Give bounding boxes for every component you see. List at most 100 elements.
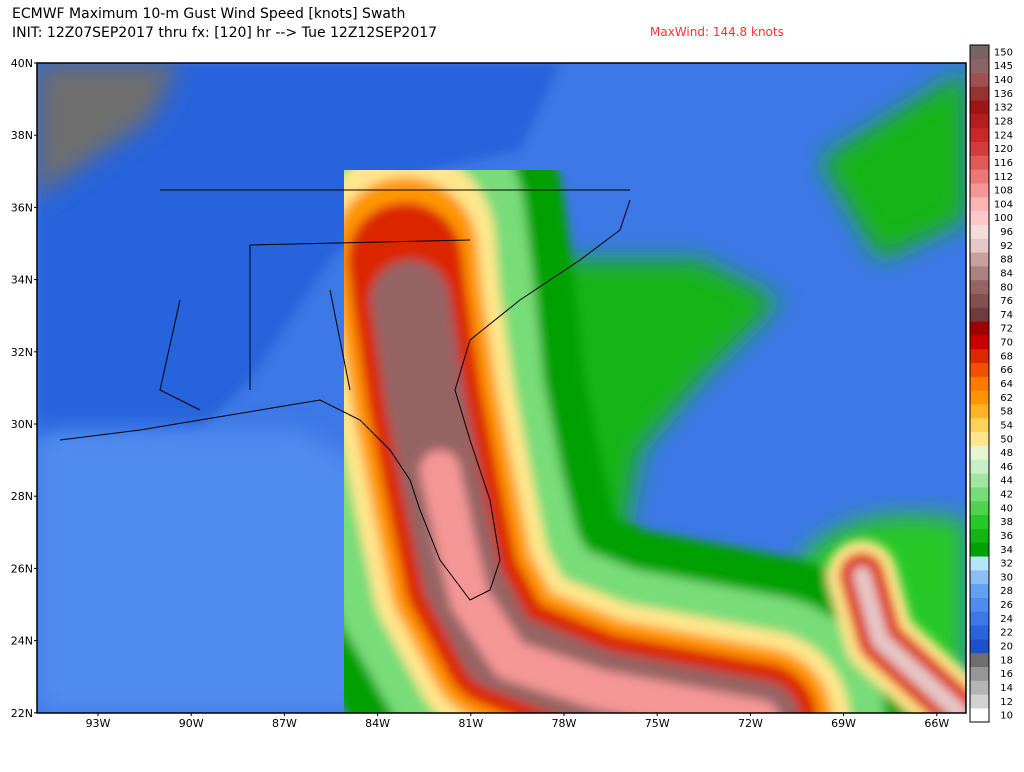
colorbar-swatch bbox=[970, 583, 989, 598]
colorbar-swatch bbox=[970, 86, 989, 101]
colorbar-swatch bbox=[970, 611, 989, 626]
colorbar-swatch bbox=[970, 155, 989, 170]
colorbar-label: 38 bbox=[1000, 517, 1013, 528]
colorbar-label: 44 bbox=[1000, 476, 1013, 487]
colorbar-label: 104 bbox=[994, 199, 1013, 210]
lon-label: 90W bbox=[179, 717, 204, 730]
colorbar-swatch bbox=[970, 58, 989, 73]
lon-label: 87W bbox=[272, 717, 297, 730]
colorbar-swatch bbox=[970, 514, 989, 529]
colorbar-label: 88 bbox=[1000, 255, 1013, 266]
colorbar-label: 46 bbox=[1000, 462, 1013, 473]
colorbar-swatch bbox=[970, 528, 989, 543]
colorbar: 10 12 14 16 18 20 22 24 26 28 30 32 34 36 38 40 42 44 46 48… bbox=[969, 44, 1013, 723]
colorbar-label: 42 bbox=[1000, 490, 1013, 501]
colorbar-swatch bbox=[970, 141, 989, 156]
lat-label: 36N bbox=[11, 201, 33, 214]
colorbar-swatch bbox=[970, 390, 989, 405]
lat-label: 24N bbox=[11, 635, 33, 648]
colorbar-label: 34 bbox=[1000, 545, 1013, 556]
colorbar-label: 74 bbox=[1000, 310, 1013, 321]
colorbar-label: 68 bbox=[1000, 351, 1013, 362]
lon-label: 93W bbox=[86, 717, 111, 730]
colorbar-swatch bbox=[970, 404, 989, 419]
colorbar-swatch bbox=[970, 224, 989, 239]
lat-axis: 40N 38N 36N 34N 32N 30N 28N 26N 24N 22N bbox=[11, 57, 37, 720]
colorbar-swatch bbox=[970, 652, 989, 668]
colorbar-label: 62 bbox=[1000, 393, 1013, 404]
colorbar-label: 96 bbox=[1000, 227, 1013, 238]
colorbar-label: 136 bbox=[994, 89, 1013, 100]
lat-label: 26N bbox=[11, 562, 33, 575]
lon-label: 75W bbox=[645, 717, 670, 730]
colorbar-label: 120 bbox=[994, 144, 1013, 155]
colorbar-swatch bbox=[970, 72, 989, 87]
colorbar-swatch bbox=[970, 625, 989, 640]
colorbar-swatch bbox=[970, 542, 989, 557]
colorbar-swatch bbox=[970, 597, 989, 612]
colorbar-swatch bbox=[970, 114, 989, 129]
colorbar-swatch bbox=[970, 376, 989, 391]
colorbar-label: 24 bbox=[1000, 614, 1013, 625]
lat-label: 22N bbox=[11, 707, 33, 720]
colorbar-label: 84 bbox=[1000, 268, 1013, 279]
colorbar-label: 16 bbox=[1000, 669, 1013, 680]
colorbar-swatch bbox=[970, 127, 989, 143]
colorbar-label: 22 bbox=[1000, 628, 1013, 639]
colorbar-label: 40 bbox=[1000, 503, 1013, 514]
colorbar-label: 58 bbox=[1000, 407, 1013, 418]
colorbar-swatch bbox=[970, 570, 989, 585]
colorbar-label: 112 bbox=[994, 172, 1013, 183]
colorbar-label: 76 bbox=[1000, 296, 1013, 307]
colorbar-label: 140 bbox=[994, 75, 1013, 86]
colorbar-label: 100 bbox=[994, 213, 1013, 224]
colorbar-label: 36 bbox=[1000, 531, 1013, 542]
colorbar-label: 72 bbox=[1000, 324, 1013, 335]
colorbar-swatch bbox=[970, 169, 989, 184]
colorbar-label: 28 bbox=[1000, 586, 1013, 597]
max-wind: MaxWind: 144.8 knots bbox=[650, 25, 784, 39]
colorbar-label: 26 bbox=[1000, 600, 1013, 611]
colorbar-swatch bbox=[970, 473, 989, 488]
colorbar-swatch bbox=[970, 252, 989, 267]
colorbar-swatch bbox=[970, 210, 989, 225]
colorbar-swatch bbox=[970, 348, 989, 364]
colorbar-label: 20 bbox=[1000, 642, 1013, 653]
colorbar-label: 80 bbox=[1000, 282, 1013, 293]
colorbar-swatch bbox=[970, 335, 989, 350]
colorbar-label: 10 bbox=[1000, 711, 1013, 722]
lon-axis: 93W 90W 87W 84W 81W 78W 75W 72W 69W 66W bbox=[86, 713, 949, 730]
colorbar-label: 132 bbox=[994, 103, 1013, 114]
colorbar-swatch bbox=[970, 459, 989, 474]
lat-label: 30N bbox=[11, 418, 33, 431]
colorbar-frame bbox=[969, 44, 990, 723]
colorbar-swatch bbox=[970, 238, 989, 253]
colorbar-label: 54 bbox=[1000, 420, 1013, 431]
colorbar-swatch bbox=[970, 293, 989, 308]
colorbar-label: 50 bbox=[1000, 434, 1013, 445]
colorbar-swatch bbox=[970, 307, 989, 322]
colorbar-label: 145 bbox=[994, 61, 1013, 72]
colorbar-label: 70 bbox=[1000, 338, 1013, 349]
colorbar-swatch bbox=[970, 694, 989, 709]
colorbar-swatch bbox=[970, 500, 989, 516]
subtitle: INIT: 12Z07SEP2017 thru fx: [120] hr -->… bbox=[12, 25, 437, 41]
colorbar-swatch bbox=[970, 266, 989, 281]
title: ECMWF Maximum 10-m Gust Wind Speed [knot… bbox=[12, 6, 405, 22]
colorbar-label: 92 bbox=[1000, 241, 1013, 252]
map-frame bbox=[36, 62, 967, 714]
colorbar-label: 124 bbox=[994, 130, 1013, 141]
lat-label: 32N bbox=[11, 346, 33, 359]
lon-label: 72W bbox=[738, 717, 763, 730]
colorbar-label: 64 bbox=[1000, 379, 1013, 390]
lat-label: 40N bbox=[11, 57, 33, 70]
colorbar-swatch bbox=[970, 418, 989, 433]
colorbar-label: 12 bbox=[1000, 697, 1013, 708]
map-field bbox=[37, 63, 966, 713]
colorbar-swatch bbox=[970, 183, 989, 198]
colorbar-label: 66 bbox=[1000, 365, 1013, 376]
colorbar-label: 116 bbox=[994, 158, 1013, 169]
colorbar-label: 108 bbox=[994, 186, 1013, 197]
lon-label: 69W bbox=[831, 717, 856, 730]
